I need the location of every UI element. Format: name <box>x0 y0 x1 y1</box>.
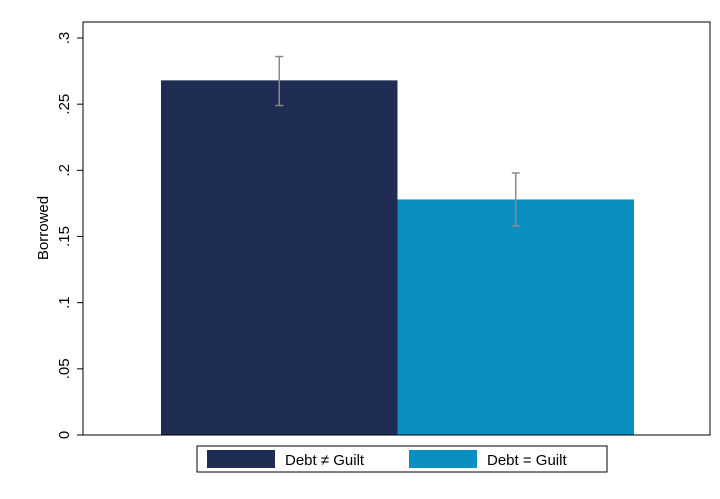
y-tick-label: .15 <box>56 226 73 247</box>
y-ticks: 0 .05 .1 .15 .2 .25 .3 <box>56 32 83 439</box>
error-bar-debt-not-guilt <box>275 55 284 107</box>
legend-label-debt-equals-guilt: Debt = Guilt <box>487 452 567 469</box>
y-tick-label: .3 <box>56 32 73 45</box>
legend-swatch-debt-not-guilt <box>207 450 275 468</box>
legend-label-debt-not-guilt: Debt ≠ Guilt <box>285 452 365 469</box>
error-bar-debt-equals-guilt <box>511 172 520 227</box>
y-tick-label: .05 <box>56 358 73 379</box>
y-tick-label: .25 <box>56 94 73 115</box>
bars-layer <box>83 80 710 436</box>
y-tick-label: .2 <box>56 164 73 177</box>
y-tick-label: .1 <box>56 296 73 309</box>
y-axis-title: Borrowed <box>35 196 52 260</box>
y-tick-label: 0 <box>56 431 73 439</box>
legend: Debt ≠ Guilt Debt = Guilt <box>196 445 608 473</box>
bar-debt-equals-guilt <box>397 199 634 435</box>
legend-swatch-debt-equals-guilt <box>409 450 477 468</box>
errorbars-layer <box>275 55 520 227</box>
bar-debt-not-guilt <box>161 80 398 435</box>
